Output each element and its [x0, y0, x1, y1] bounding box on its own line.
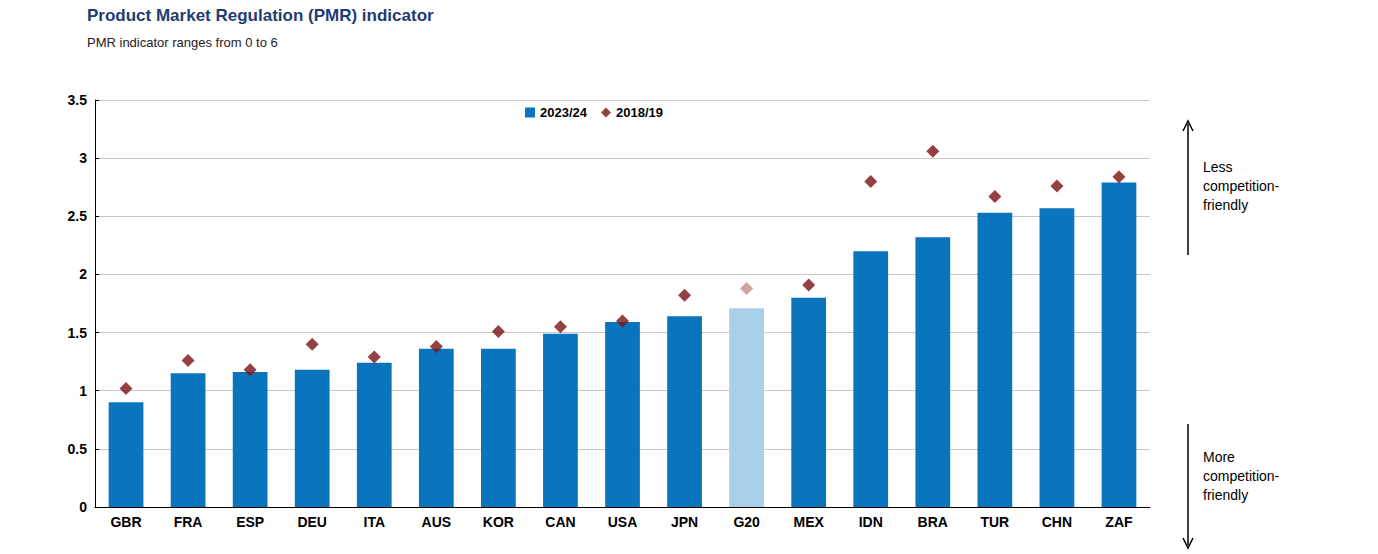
svg-text:3.5: 3.5 — [68, 92, 88, 108]
svg-text:JPN: JPN — [671, 514, 698, 530]
svg-text:0.5: 0.5 — [68, 441, 88, 457]
svg-text:More: More — [1203, 449, 1235, 465]
svg-text:DEU: DEU — [297, 514, 327, 530]
svg-text:ITA: ITA — [364, 514, 386, 530]
svg-text:2: 2 — [79, 266, 87, 282]
svg-text:ESP: ESP — [236, 514, 264, 530]
svg-text:2018/19: 2018/19 — [616, 105, 663, 120]
svg-text:KOR: KOR — [483, 514, 514, 530]
svg-text:AUS: AUS — [422, 514, 452, 530]
svg-text:friendly: friendly — [1203, 197, 1248, 213]
svg-text:Product Market Regulation (PMR: Product Market Regulation (PMR) indicato… — [87, 6, 434, 25]
svg-text:2023/24: 2023/24 — [540, 105, 588, 120]
svg-text:3: 3 — [79, 150, 87, 166]
svg-text:G20: G20 — [733, 514, 760, 530]
svg-text:GBR: GBR — [110, 514, 141, 530]
svg-text:competition-: competition- — [1203, 178, 1280, 194]
svg-text:0: 0 — [79, 499, 87, 515]
svg-text:TUR: TUR — [980, 514, 1009, 530]
svg-text:1: 1 — [79, 383, 87, 399]
svg-text:1.5: 1.5 — [68, 325, 88, 341]
svg-text:friendly: friendly — [1203, 487, 1248, 503]
svg-text:CAN: CAN — [545, 514, 575, 530]
svg-text:MEX: MEX — [794, 514, 825, 530]
svg-text:IDN: IDN — [859, 514, 883, 530]
svg-text:competition-: competition- — [1203, 468, 1280, 484]
svg-text:USA: USA — [608, 514, 638, 530]
svg-text:FRA: FRA — [174, 514, 203, 530]
svg-text:BRA: BRA — [918, 514, 948, 530]
svg-text:CHN: CHN — [1042, 514, 1072, 530]
svg-text:2.5: 2.5 — [68, 208, 88, 224]
svg-text:PMR indicator ranges from 0 to: PMR indicator ranges from 0 to 6 — [87, 35, 278, 50]
svg-text:Less: Less — [1203, 159, 1233, 175]
svg-text:ZAF: ZAF — [1105, 514, 1133, 530]
